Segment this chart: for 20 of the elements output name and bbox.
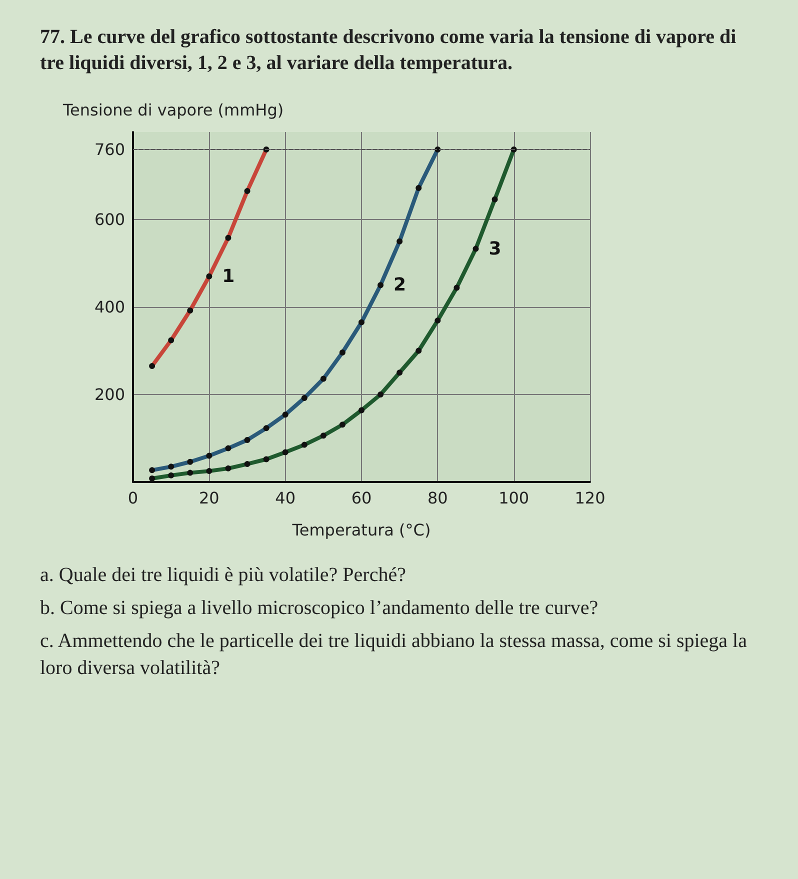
y-tick-label: 600 bbox=[94, 210, 125, 229]
x-tick-label: 100 bbox=[498, 488, 530, 508]
chart-title: 77. Le curve del grafico sottostante descrivono come varia la tensione di vapore di tre liquidi diversi, 1, 2 e 3, al variare della temperatura. bbox=[40, 25, 738, 76]
series-label: 2 bbox=[394, 274, 406, 296]
text: c. Ammettendo che le particelle dei tre liquidi abbiano la stessa massa, come si spiega la loro diversa volatilità? bbox=[40, 629, 748, 681]
text: a. Quale dei tre liquidi è più volatile? Perché? bbox=[40, 563, 407, 588]
x-tick-label: 60 bbox=[351, 488, 372, 508]
y-axis-title: Tensione di vapore (mmHg) bbox=[62, 100, 284, 120]
x-tick-label: 120 bbox=[574, 488, 606, 508]
text: b. Come si spiega a livello microscopico l’andamento delle tre curve? bbox=[40, 596, 600, 621]
series-label: 3 bbox=[488, 238, 502, 260]
y-tick-label: 760 bbox=[94, 140, 125, 159]
series-label: 1 bbox=[222, 266, 235, 287]
x-tick-label: 80 bbox=[427, 488, 448, 508]
x-tick-label: 20 bbox=[198, 488, 220, 508]
y-tick-label: 200 bbox=[94, 385, 125, 404]
y-tick-label: 400 bbox=[94, 298, 125, 316]
x-axis-title: Temperatura (°C) bbox=[291, 520, 431, 540]
x-tick-label: 0 bbox=[128, 488, 138, 508]
x-tick-label: 40 bbox=[275, 488, 296, 508]
